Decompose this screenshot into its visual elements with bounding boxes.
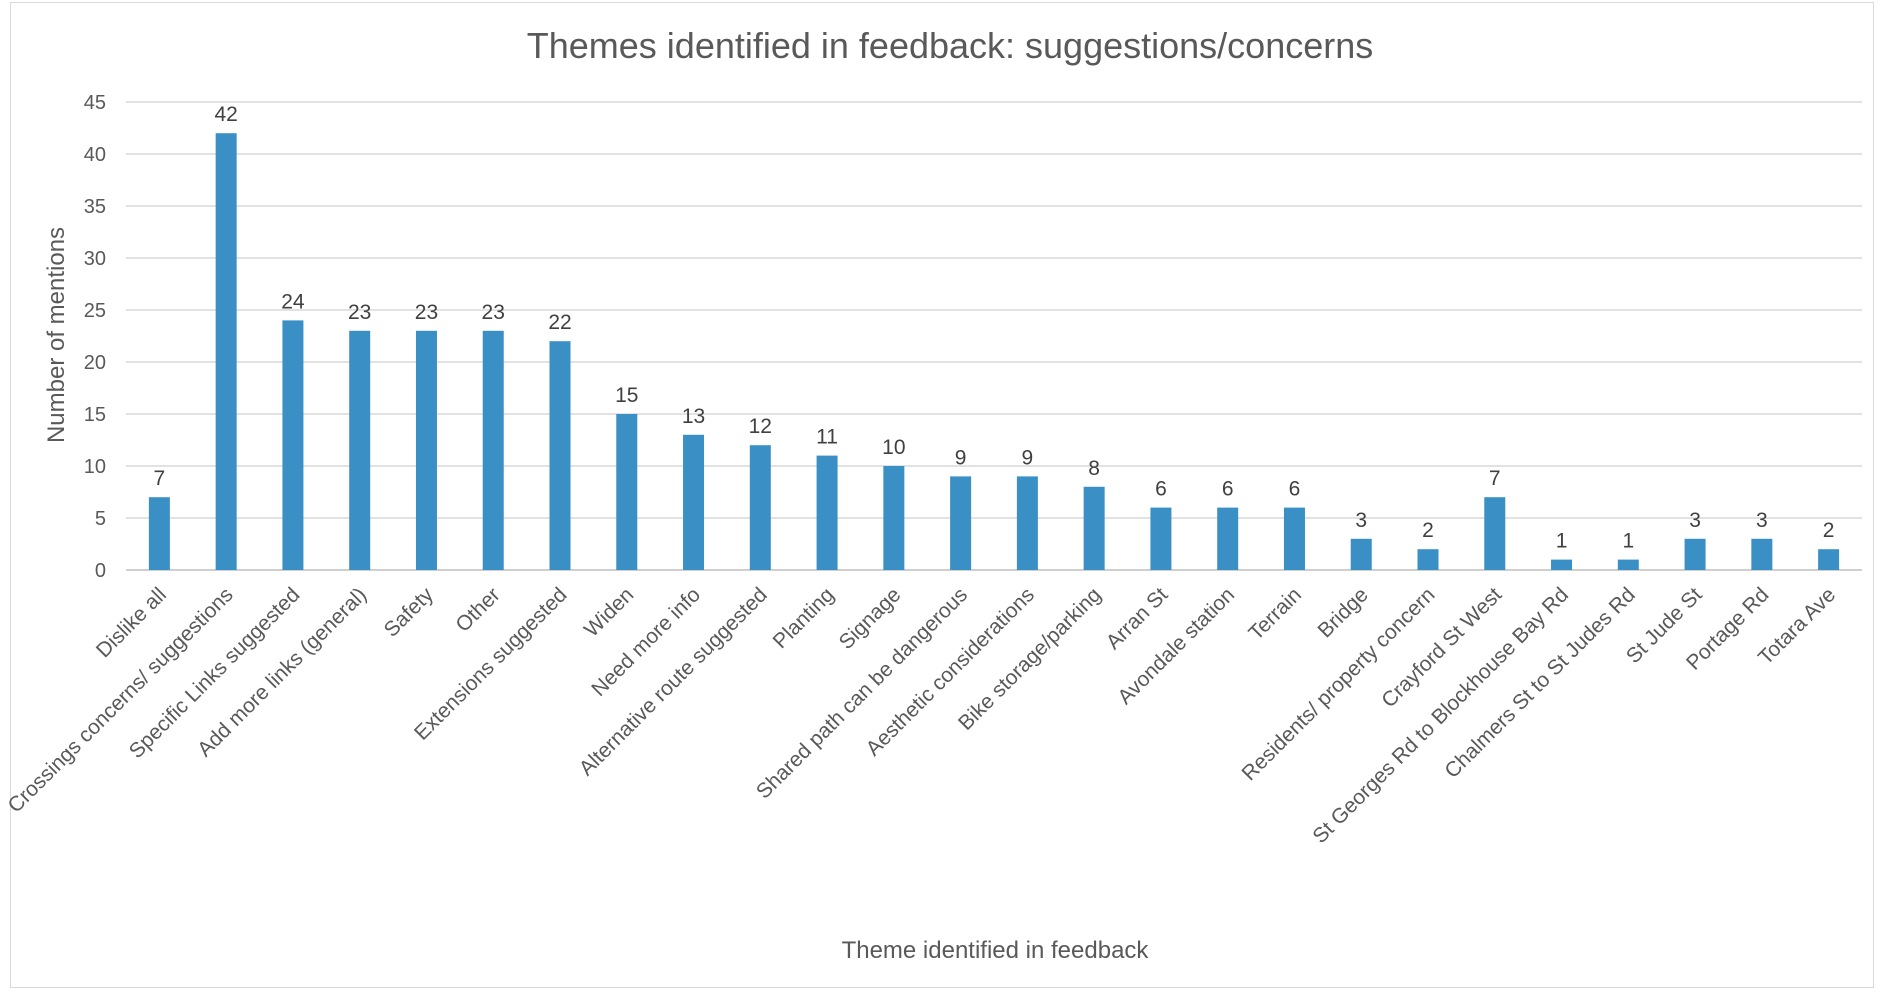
data-label: 1 bbox=[1622, 530, 1634, 553]
data-label: 9 bbox=[1022, 446, 1034, 469]
data-label: 10 bbox=[882, 436, 905, 459]
y-tick-label: 45 bbox=[84, 92, 106, 114]
y-tick-label: 10 bbox=[84, 456, 106, 478]
bar bbox=[482, 330, 504, 570]
y-axis-ticks: 0 5 10 15 20 25 30 35 40 45 bbox=[84, 92, 106, 582]
data-label: 3 bbox=[1756, 509, 1768, 532]
bar bbox=[215, 133, 237, 570]
bar bbox=[683, 434, 705, 570]
bar bbox=[1684, 538, 1706, 570]
bar bbox=[1283, 507, 1305, 570]
data-label: 22 bbox=[548, 311, 571, 334]
data-label: 11 bbox=[816, 426, 838, 449]
y-tick-label: 0 bbox=[95, 560, 106, 582]
x-tick-label: Other bbox=[451, 583, 504, 636]
data-label: 3 bbox=[1689, 509, 1701, 532]
bar bbox=[1217, 507, 1239, 570]
bar bbox=[1016, 476, 1038, 570]
bar bbox=[883, 466, 905, 570]
x-tick-label: Planting bbox=[769, 583, 839, 653]
y-tick-label: 30 bbox=[84, 248, 106, 270]
bar bbox=[549, 341, 571, 570]
chart-area bbox=[10, 2, 1874, 988]
data-label: 7 bbox=[154, 467, 166, 490]
data-label: 6 bbox=[1289, 478, 1301, 501]
y-tick-label: 15 bbox=[84, 404, 106, 426]
data-label: 8 bbox=[1088, 457, 1100, 480]
data-label: 1 bbox=[1556, 530, 1568, 553]
bar bbox=[1417, 549, 1439, 570]
bar bbox=[1751, 538, 1773, 570]
bar bbox=[349, 330, 371, 570]
data-label: 15 bbox=[615, 384, 638, 407]
bar bbox=[616, 414, 638, 570]
bar bbox=[1150, 507, 1172, 570]
x-tick-label: Crayford St West bbox=[1377, 583, 1506, 712]
bar bbox=[1484, 497, 1506, 570]
bar bbox=[1350, 538, 1372, 570]
x-tick-label: Bridge bbox=[1314, 583, 1373, 642]
x-tick-label: Safety bbox=[380, 583, 439, 642]
bars bbox=[148, 133, 1840, 570]
bar bbox=[148, 497, 170, 570]
bar bbox=[1083, 486, 1105, 570]
data-label: 9 bbox=[955, 446, 967, 469]
bar bbox=[415, 330, 437, 570]
y-tick-label: 5 bbox=[95, 508, 106, 530]
data-label: 12 bbox=[749, 415, 772, 438]
data-label: 6 bbox=[1155, 478, 1167, 501]
data-label: 23 bbox=[415, 301, 438, 324]
data-label: 3 bbox=[1355, 509, 1367, 532]
y-tick-label: 35 bbox=[84, 196, 106, 218]
data-label: 42 bbox=[214, 103, 237, 126]
data-label: 24 bbox=[281, 290, 305, 313]
x-tick-label: Avondale station bbox=[1113, 583, 1239, 709]
bar bbox=[950, 476, 972, 570]
data-label: 23 bbox=[348, 301, 371, 324]
y-tick-label: 20 bbox=[84, 352, 106, 374]
data-label: 2 bbox=[1823, 519, 1835, 542]
bar bbox=[1551, 559, 1573, 570]
y-axis-title: Number of mentions bbox=[43, 227, 70, 443]
bar bbox=[1818, 549, 1840, 570]
y-tick-label: 25 bbox=[84, 300, 106, 322]
x-tick-label: Widen bbox=[580, 583, 638, 641]
chart-title: Themes identified in feedback: suggestio… bbox=[527, 25, 1374, 66]
data-label: 7 bbox=[1489, 467, 1501, 490]
data-label: 13 bbox=[682, 405, 705, 428]
data-label: 23 bbox=[482, 301, 505, 324]
bar bbox=[1617, 559, 1639, 570]
x-tick-label: Terrain bbox=[1244, 583, 1306, 645]
bar bbox=[282, 320, 304, 570]
y-tick-label: 40 bbox=[84, 144, 106, 166]
gridlines bbox=[126, 101, 1862, 571]
x-axis-title: Theme identified in feedback bbox=[842, 937, 1150, 964]
data-label: 6 bbox=[1222, 478, 1234, 501]
data-label: 2 bbox=[1422, 519, 1434, 542]
bar bbox=[816, 455, 838, 570]
bar bbox=[749, 445, 771, 570]
